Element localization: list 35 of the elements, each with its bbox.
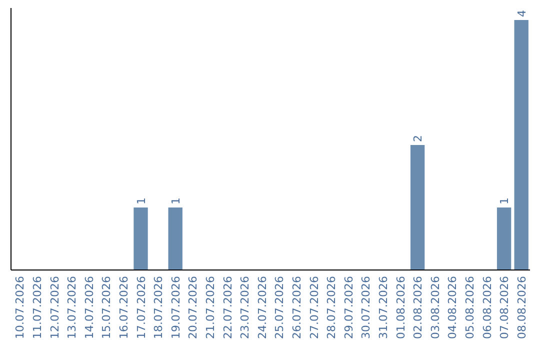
x-tick-label: 23.07.2026 [238, 276, 252, 339]
x-tick-label: 12.07.2026 [48, 276, 62, 339]
x-tick-label: 01.08.2026 [394, 276, 408, 339]
x-tick-label: 17.07.2026 [134, 276, 148, 339]
data-label: 2 [412, 135, 425, 142]
x-tick-label: 29.07.2026 [342, 276, 356, 339]
data-label: 1 [498, 198, 512, 204]
x-tick-label: 19.07.2026 [169, 276, 182, 339]
x-tick-label: 26.07.2026 [290, 276, 304, 339]
x-tick-label: 07.08.2026 [498, 276, 512, 339]
x-tick-label: 11.07.2026 [30, 276, 44, 339]
x-tick-label: 14.07.2026 [82, 276, 96, 339]
x-tick-label: 16.07.2026 [117, 276, 130, 339]
x-tick-label: 06.08.2026 [480, 276, 494, 339]
x-tick-label: 13.07.2026 [66, 276, 79, 339]
x-tick-label: 30.07.2026 [360, 276, 373, 339]
x-tick-label: 10.07.2026 [14, 276, 27, 339]
x-tick-label: 18.07.2026 [152, 276, 166, 339]
x-tick-label: 25.07.2026 [273, 276, 286, 339]
x-tick-label: 22.07.2026 [221, 276, 234, 339]
x-tick-label: 04.08.2026 [446, 276, 460, 339]
x-tick-label: 27.07.2026 [308, 276, 321, 339]
x-tick-label: 24.07.2026 [256, 276, 269, 339]
x-tick-label: 03.08.2026 [428, 276, 442, 339]
data-label: 1 [169, 198, 182, 204]
x-tick-label: 05.08.2026 [463, 276, 476, 339]
x-tick-label: 08.08.2026 [515, 276, 528, 339]
data-label: 1 [134, 198, 148, 204]
x-tick-label: 02.08.2026 [412, 276, 425, 339]
data-label: 4 [515, 10, 528, 17]
x-tick-label: 20.07.2026 [186, 276, 200, 339]
x-tick-label: 15.07.2026 [100, 276, 114, 339]
x-tick-label: 21.07.2026 [204, 276, 217, 339]
x-tick-label: 31.07.2026 [376, 276, 390, 339]
x-tick-label: 28.07.2026 [325, 276, 338, 339]
